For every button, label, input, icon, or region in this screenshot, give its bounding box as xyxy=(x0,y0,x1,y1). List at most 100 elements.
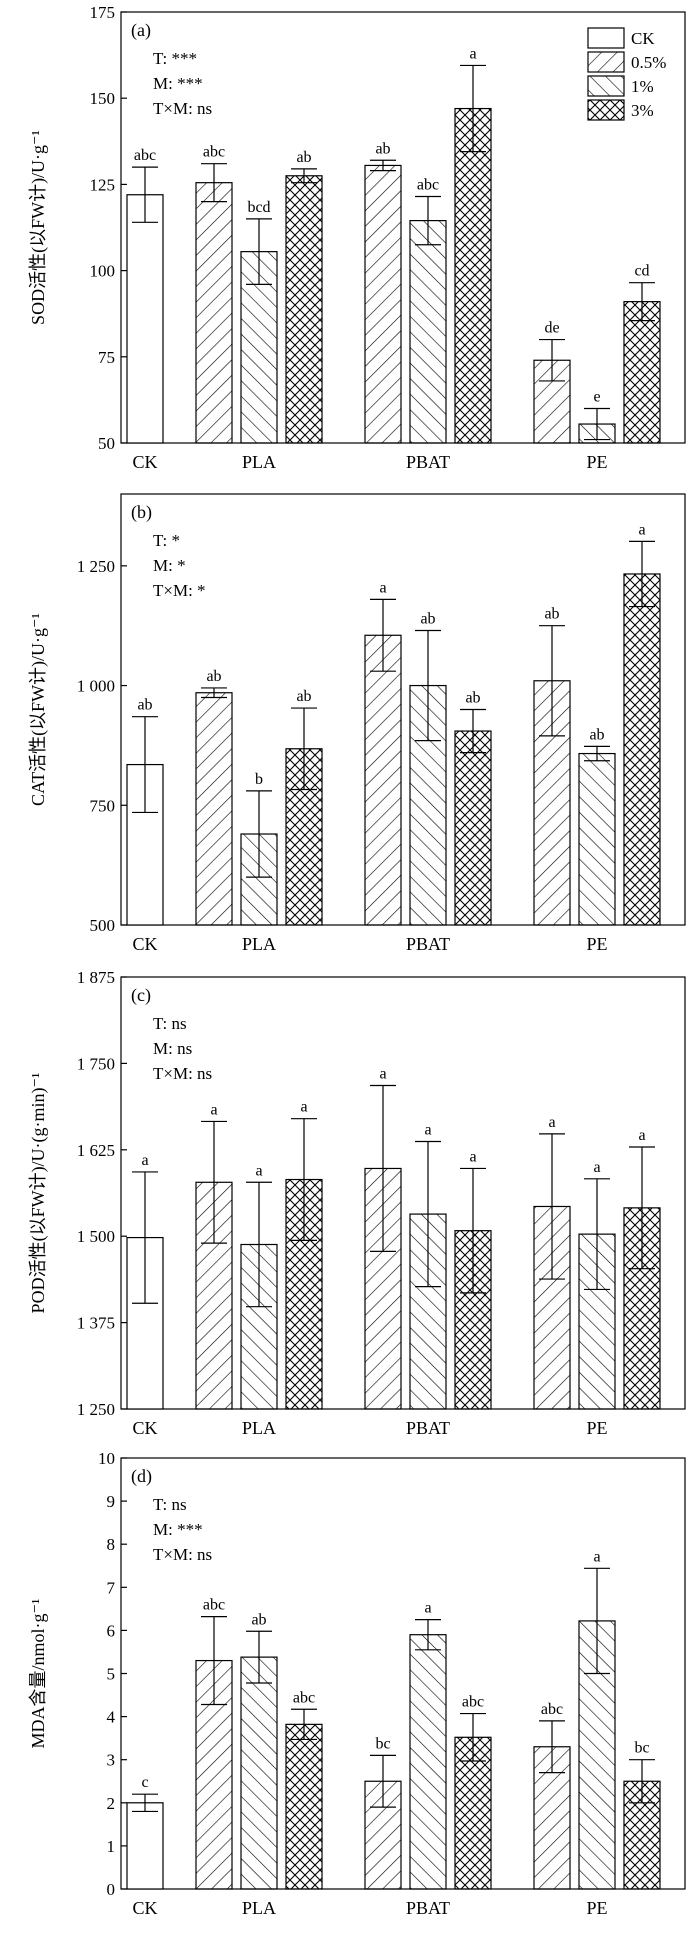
significance-label: a xyxy=(379,579,386,596)
legend-swatch xyxy=(587,99,625,121)
bar-ck-CK xyxy=(126,194,164,444)
bar-pe-3pct xyxy=(623,301,661,444)
y-tick-label: 1 625 xyxy=(77,1141,115,1160)
stat-line: T×M: ns xyxy=(153,1545,212,1564)
significance-label: bcd xyxy=(247,199,270,216)
plot-frame xyxy=(120,493,686,926)
x-category-label: PLA xyxy=(242,934,276,954)
bar-pla-3pct xyxy=(285,1723,323,1890)
significance-label: a xyxy=(255,1162,262,1179)
significance-label: abc xyxy=(293,1689,315,1706)
significance-label: abc xyxy=(462,1694,484,1711)
x-category-label: PE xyxy=(586,452,607,472)
significance-label: bc xyxy=(634,1740,649,1757)
stat-line: M: * xyxy=(153,556,186,575)
panel-label: (a) xyxy=(131,20,151,41)
x-category-label: PE xyxy=(586,1418,607,1438)
stat-line: M: ns xyxy=(153,1039,192,1058)
y-tick-label: 1 500 xyxy=(77,1227,115,1246)
significance-label: ab xyxy=(296,688,311,705)
significance-label: ab xyxy=(137,697,152,714)
significance-label: a xyxy=(424,1122,431,1139)
bar-pla-0.5pct xyxy=(195,182,233,444)
significance-label: ab xyxy=(375,140,390,157)
significance-label: ab xyxy=(544,606,559,623)
y-tick-label: 175 xyxy=(90,3,116,22)
significance-label: bc xyxy=(375,1735,390,1752)
y-tick-label: 1 000 xyxy=(77,677,115,696)
legend-label: 3% xyxy=(631,101,654,120)
bar-ck-CK xyxy=(126,1802,164,1890)
bar-pbat-0.5pct xyxy=(364,164,402,444)
bar-pla-1pct xyxy=(240,1656,278,1890)
stat-line: T: * xyxy=(153,531,180,550)
x-category-label: PLA xyxy=(242,1418,276,1438)
chart-panel-b: 500 750 1 000 1 250 ab ab b ab a ab ab ab ab a CK PLA PB… xyxy=(28,493,686,954)
significance-label: a xyxy=(593,1159,600,1176)
y-tick-label: 125 xyxy=(90,175,116,194)
legend-swatch xyxy=(587,75,625,97)
y-tick-label: 750 xyxy=(90,796,116,815)
legend-label: CK xyxy=(631,29,655,48)
y-tick-label: 1 250 xyxy=(77,557,115,576)
panel-label: (b) xyxy=(131,502,152,523)
y-tick-label: 7 xyxy=(107,1578,116,1597)
y-tick-label: 1 250 xyxy=(77,1400,115,1419)
panel-label: (d) xyxy=(131,1466,152,1487)
y-axis-label: SOD活性(以FW计)/U·g⁻¹ xyxy=(28,130,49,325)
y-tick-label: 8 xyxy=(107,1535,116,1554)
legend-label: 0.5% xyxy=(631,53,666,72)
significance-label: a xyxy=(638,521,645,538)
bar-pbat-3pct xyxy=(454,730,492,926)
x-category-label: CK xyxy=(132,1898,157,1918)
significance-label: e xyxy=(593,389,600,406)
significance-label: abc xyxy=(203,1597,225,1614)
x-category-label: PBAT xyxy=(406,452,450,472)
significance-label: ab xyxy=(420,610,435,627)
bar-pbat-1pct xyxy=(409,1634,447,1890)
y-tick-label: 150 xyxy=(90,89,116,108)
y-tick-label: 1 750 xyxy=(77,1054,115,1073)
y-tick-label: 100 xyxy=(90,262,116,281)
legend-swatch xyxy=(587,27,625,49)
bar-pbat-3pct xyxy=(454,1736,492,1890)
significance-label: b xyxy=(255,771,263,788)
stat-line: T×M: ns xyxy=(153,1064,212,1083)
bar-pbat-3pct xyxy=(454,107,492,444)
stat-line: M: *** xyxy=(153,1520,203,1539)
y-tick-label: 5 xyxy=(107,1665,116,1684)
bar-pe-3pct xyxy=(623,573,661,926)
chart-panel-c: 1 250 1 375 1 500 1 625 1 750 1 875 a a a a a a a a a a… xyxy=(28,968,686,1438)
x-category-label: PBAT xyxy=(406,934,450,954)
y-tick-label: 75 xyxy=(98,348,115,367)
stat-line: T×M: * xyxy=(153,581,206,600)
panel-label: (c) xyxy=(131,985,151,1006)
x-category-label: PE xyxy=(586,1898,607,1918)
significance-label: ab xyxy=(206,668,221,685)
y-tick-label: 10 xyxy=(98,1449,115,1468)
y-axis-label: CAT活性(以FW计)/U·g⁻¹ xyxy=(28,613,49,806)
significance-label: ab xyxy=(465,690,480,707)
significance-label: abc xyxy=(417,176,439,193)
x-category-label: CK xyxy=(132,934,157,954)
significance-label: a xyxy=(300,1099,307,1116)
y-tick-label: 0 xyxy=(107,1880,116,1899)
significance-label: abc xyxy=(134,147,156,164)
y-tick-label: 6 xyxy=(107,1621,116,1640)
stat-line: M: *** xyxy=(153,74,203,93)
y-tick-label: 1 875 xyxy=(77,968,115,987)
plot-frame xyxy=(120,976,686,1410)
significance-label: a xyxy=(379,1066,386,1083)
bar-pla-0.5pct xyxy=(195,1659,233,1890)
significance-label: cd xyxy=(634,263,649,280)
stat-line: T: ns xyxy=(153,1014,187,1033)
y-tick-label: 50 xyxy=(98,434,115,453)
bar-pbat-1pct xyxy=(409,220,447,444)
y-axis-label: POD活性(以FW计)/U·(g·min)⁻¹ xyxy=(28,1073,49,1314)
y-tick-label: 3 xyxy=(107,1751,116,1770)
plot-frame xyxy=(120,11,686,444)
x-category-label: PLA xyxy=(242,1898,276,1918)
significance-label: a xyxy=(469,45,476,62)
significance-label: ab xyxy=(296,149,311,166)
significance-label: ab xyxy=(251,1611,266,1628)
